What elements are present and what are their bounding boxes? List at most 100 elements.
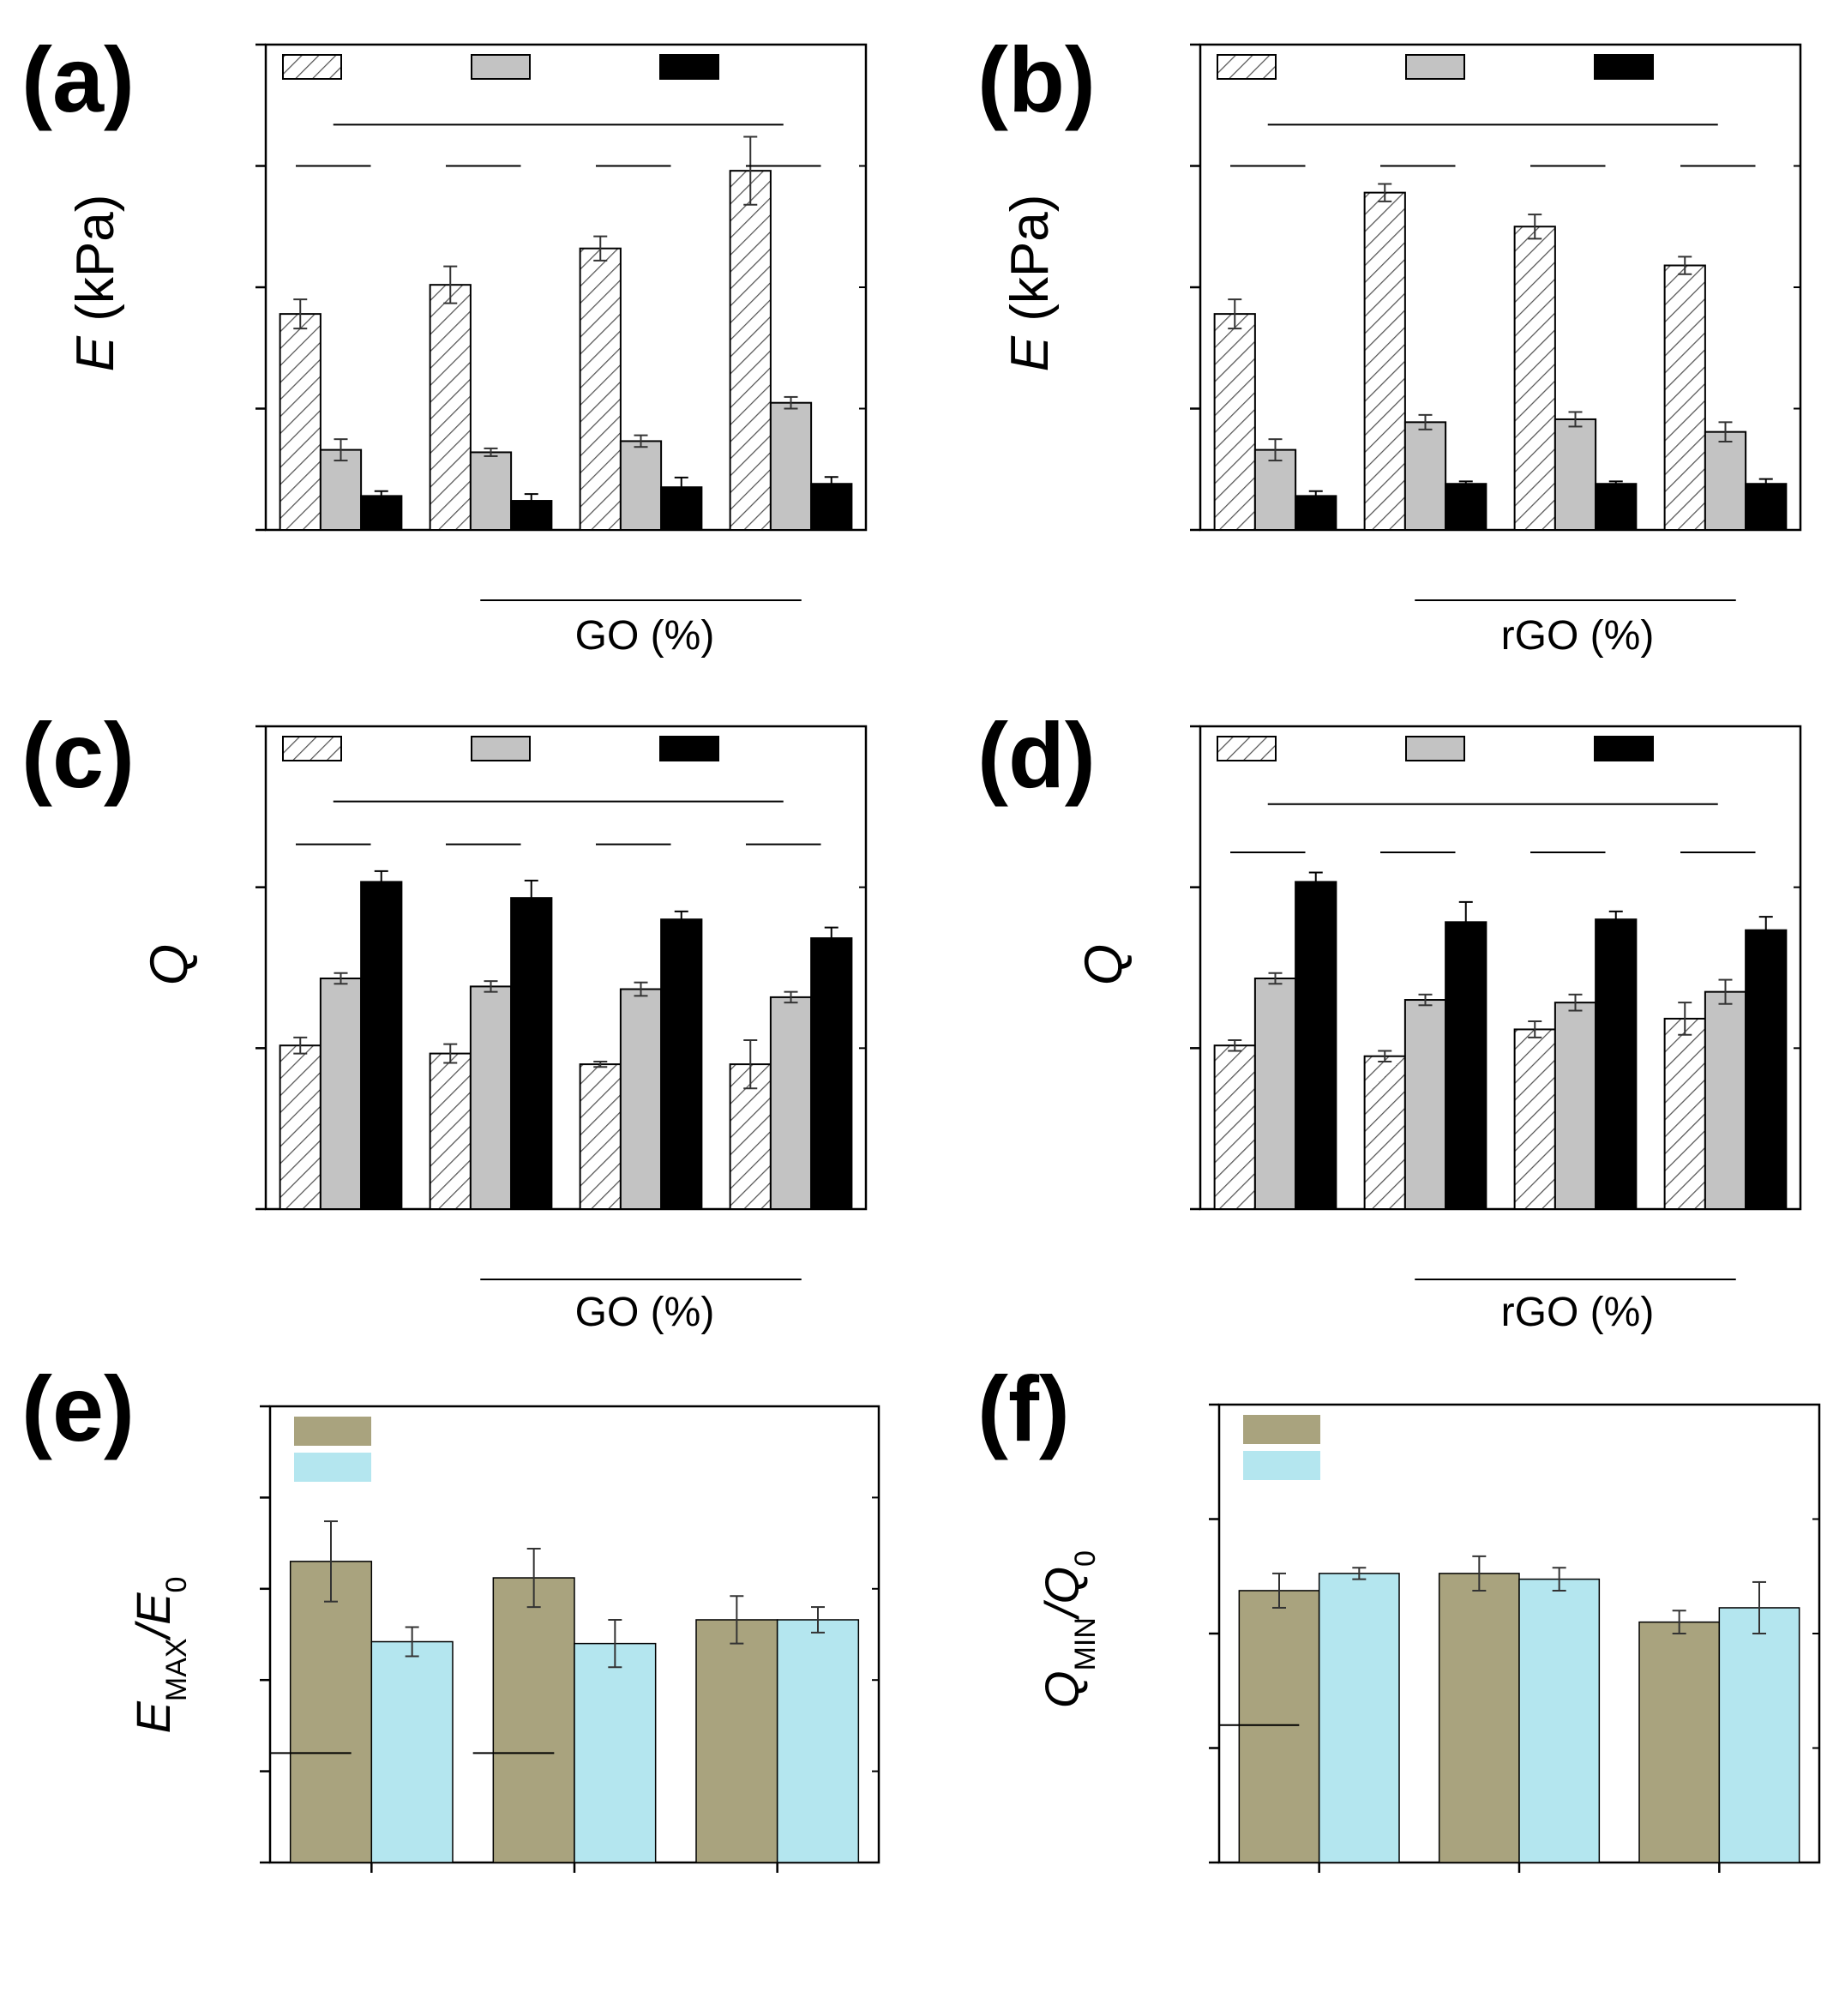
svg-text:E (kPa): E (kPa)	[1001, 195, 1060, 372]
panel-b-xlabel: rGO (%)	[1501, 613, 1655, 659]
panel-d-plot-frame	[1199, 725, 1802, 1211]
panel-e-legend-swatch-rgo	[294, 1453, 371, 1482]
panel-a-xlabel: GO (%)	[575, 613, 715, 659]
panel-c-bar-pegda12k	[810, 937, 853, 1211]
panel-f-legend-swatch-go	[1243, 1415, 1320, 1444]
panel-c-bar-pegda6k	[619, 988, 663, 1210]
panel-e-bar-go	[492, 1577, 575, 1863]
panel-f-bar-rgo	[1518, 1578, 1601, 1863]
panel-c-bar-pegda6k	[469, 985, 513, 1210]
panel-f-bar-rgo	[1718, 1607, 1800, 1863]
panel-f-ylabel: QMIN/Q0	[1035, 1550, 1102, 1708]
chart-panel-d: (d) Q rGO (%)	[977, 703, 1802, 1335]
panel-a-bar-pegda2k	[579, 247, 622, 531]
panel-c-bar-pegda12k	[360, 881, 403, 1211]
panel-b-bar-pegda2k	[1513, 226, 1556, 531]
chart-panel-e: (e) EMAX/E0	[21, 1357, 880, 1873]
panel-b-bar-pegda2k	[1213, 313, 1256, 531]
panel-b-bar-pegda12k	[1745, 483, 1788, 531]
panel-a-bar-pegda6k	[619, 440, 663, 531]
panel-d-bar-pegda2k	[1513, 1028, 1556, 1210]
panel-c-bar-pegda12k	[660, 918, 703, 1210]
panel-a-bar-pegda2k	[429, 284, 472, 531]
panel-d-bar-pegda12k	[1445, 921, 1487, 1210]
panel-a-bar-pegda6k	[769, 401, 813, 532]
panel-b-ylabel: E (kPa)	[1001, 195, 1060, 372]
panel-e-bar-go	[289, 1561, 373, 1863]
panel-d-legend-swatch-pegda2k	[1217, 736, 1277, 761]
panel-f-legend-swatch-rgo	[1243, 1451, 1320, 1480]
panel-c-xlabel: GO (%)	[575, 1290, 715, 1335]
panel-c-ylabel: Q	[140, 944, 199, 985]
chart-panel-a: (a) E (kPa) GO (%)	[21, 27, 868, 659]
panel-d-bar-pegda12k	[1295, 881, 1337, 1211]
panel-e-bar-rgo	[574, 1642, 657, 1863]
panel-d-bar-pegda6k	[1253, 978, 1297, 1210]
panel-f-label: (f)	[977, 1357, 1070, 1460]
svg-text:Q: Q	[1074, 944, 1133, 985]
panel-d-legend-swatch-pegda12k	[1594, 736, 1654, 761]
chart-panel-c: (c) Q GO (%)	[21, 703, 868, 1335]
panel-c-label: (c)	[21, 703, 135, 807]
panel-d-bar-pegda6k	[1704, 990, 1747, 1211]
svg-text:EMAX/E0: EMAX/E0	[126, 1577, 193, 1734]
panel-e-bar-rgo	[370, 1640, 454, 1863]
panel-c-bar-pegda12k	[510, 897, 553, 1210]
panel-a-label: (a)	[21, 27, 135, 131]
panel-f-bar-go	[1438, 1573, 1520, 1863]
panel-b-bar-pegda6k	[1704, 430, 1747, 531]
panel-e-bar-go	[695, 1619, 778, 1863]
panel-c-bar-pegda2k	[579, 1063, 622, 1210]
panel-b-label: (b)	[977, 27, 1096, 131]
panel-d-bar-pegda6k	[1403, 999, 1447, 1210]
panel-b-legend-swatch-pegda2k	[1217, 54, 1277, 80]
panel-b-bar-pegda6k	[1403, 421, 1447, 531]
panel-b-bar-pegda2k	[1363, 191, 1406, 531]
panel-a-legend-swatch-pegda2k	[282, 54, 342, 80]
panel-c-bar-pegda2k	[279, 1044, 322, 1211]
panel-f-bar-go	[1238, 1590, 1320, 1863]
panel-f-bar-go	[1638, 1621, 1721, 1863]
panel-b-bar-pegda6k	[1253, 448, 1297, 531]
panel-a-ylabel-unit: (kPa)	[66, 195, 125, 336]
panel-d-bar-pegda2k	[1213, 1044, 1256, 1211]
panel-c-bar-pegda2k	[429, 1052, 472, 1210]
panel-f-bar-rgo	[1318, 1573, 1400, 1863]
panel-a-bar-pegda6k	[469, 451, 513, 531]
panel-a-legend-swatch-pegda12k	[659, 54, 719, 80]
panel-b-ylabel-unit: (kPa)	[1001, 195, 1060, 336]
panel-d-label: (d)	[977, 703, 1096, 807]
panel-e-ylabel: EMAX/E0	[126, 1577, 193, 1734]
panel-a-bar-pegda6k	[319, 448, 363, 531]
panel-a-bar-pegda2k	[729, 170, 772, 531]
panel-b-bar-pegda2k	[1663, 264, 1706, 531]
panel-c-legend-swatch-pegda6k	[471, 736, 531, 761]
panel-a-legend-swatch-pegda6k	[471, 54, 531, 80]
chart-panel-f: (f) QMIN/Q0	[977, 1357, 1821, 1873]
panel-a-bar-pegda12k	[810, 483, 853, 531]
panel-d-legend-swatch-pegda6k	[1405, 736, 1465, 761]
svg-text:Q: Q	[140, 944, 199, 985]
panel-e-label: (e)	[21, 1357, 135, 1460]
panel-b-ylabel-var: E	[1001, 335, 1060, 371]
panel-b-bar-pegda12k	[1445, 483, 1487, 531]
svg-text:QMIN/Q0: QMIN/Q0	[1035, 1550, 1102, 1708]
panel-a-bar-pegda2k	[279, 313, 322, 531]
panel-a-ylabel-var: E	[66, 335, 125, 371]
panel-d-ylabel: Q	[1074, 944, 1133, 985]
panel-a-ylabel: E (kPa)	[66, 195, 125, 372]
panel-c-legend-swatch-pegda12k	[659, 736, 719, 761]
panel-d-xlabel: rGO (%)	[1501, 1290, 1655, 1335]
panel-e-bar-rgo	[776, 1619, 860, 1863]
panel-d-bar-pegda2k	[1363, 1055, 1406, 1211]
panel-c-plot-frame	[264, 725, 868, 1211]
svg-text:E (kPa): E (kPa)	[66, 195, 125, 372]
panel-d-bar-pegda2k	[1663, 1017, 1706, 1210]
panel-c-legend-swatch-pegda2k	[282, 736, 342, 761]
panel-d-bar-pegda12k	[1745, 929, 1788, 1210]
panel-c-bar-pegda6k	[319, 978, 363, 1210]
panel-b-bar-pegda12k	[1595, 483, 1638, 531]
panel-b-legend-swatch-pegda12k	[1594, 54, 1654, 80]
panel-b-bar-pegda6k	[1554, 418, 1597, 531]
